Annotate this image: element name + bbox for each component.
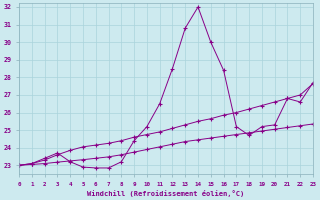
X-axis label: Windchill (Refroidissement éolien,°C): Windchill (Refroidissement éolien,°C) bbox=[87, 190, 245, 197]
